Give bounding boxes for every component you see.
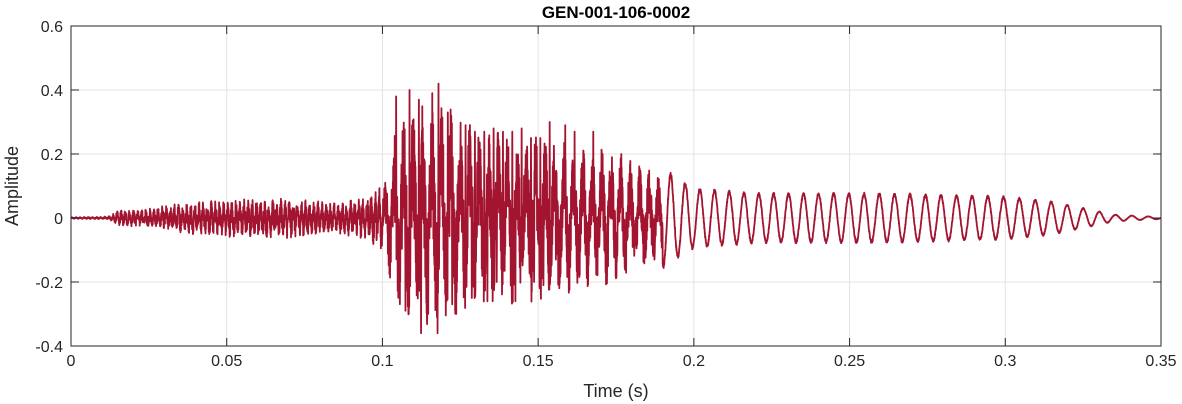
x-tick-label: 0.2 <box>683 353 705 370</box>
y-axis-label: Amplitude <box>2 146 22 226</box>
x-tick-label: 0 <box>67 353 76 370</box>
x-tick-label: 0.1 <box>371 353 393 370</box>
x-tick-label: 0.25 <box>834 353 865 370</box>
series-layer <box>70 82 1162 335</box>
y-tick-label: 0.4 <box>41 83 63 100</box>
x-tick-label: 0.3 <box>994 353 1016 370</box>
y-tick-label: -0.4 <box>35 339 63 356</box>
y-tick-label: 0 <box>54 211 63 228</box>
y-tick-label: 0.2 <box>41 147 63 164</box>
axes-frame <box>70 25 1162 347</box>
series-line <box>70 82 1162 335</box>
axes-box <box>70 25 1162 347</box>
x-tick-label: 0.15 <box>523 353 554 370</box>
ticks: 0 0.05 0.1 0.15 0.2 0.25 0.3 0.35 -0.4 -0.2 0 0.2 0.… <box>35 19 1176 370</box>
chart-title: GEN-001-106-0002 <box>542 3 690 22</box>
plot-area <box>71 26 1161 346</box>
x-axis-label: Time (s) <box>583 381 648 401</box>
x-tick-label: 0.35 <box>1145 353 1176 370</box>
y-tick-label: 0.6 <box>41 19 63 36</box>
y-tick-label: -0.2 <box>35 275 63 292</box>
x-tick-label: 0.05 <box>211 353 242 370</box>
